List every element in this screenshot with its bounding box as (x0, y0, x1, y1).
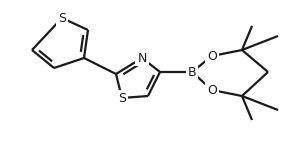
Text: S: S (58, 11, 66, 25)
Text: O: O (207, 83, 217, 96)
Text: S: S (118, 91, 126, 105)
Text: O: O (207, 49, 217, 63)
Text: N: N (137, 51, 147, 65)
Text: B: B (188, 66, 196, 79)
